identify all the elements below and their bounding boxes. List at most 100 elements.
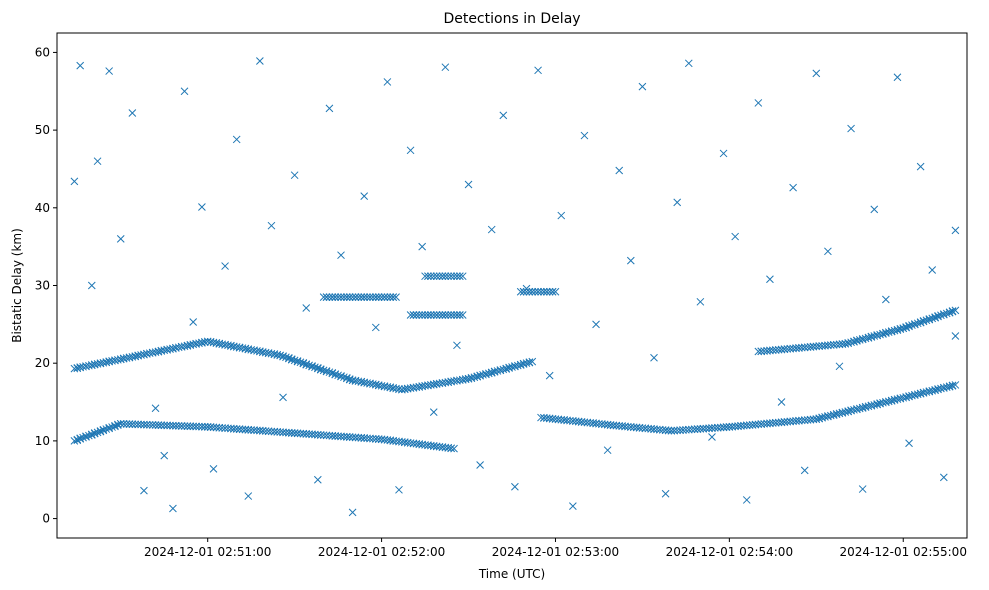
track-point: [815, 414, 824, 423]
track-point: [444, 311, 453, 319]
track-point: [939, 310, 948, 318]
track-point: [125, 420, 134, 428]
track-point: [348, 293, 357, 302]
track-point: [429, 311, 438, 319]
track-point: [453, 272, 461, 281]
track-point: [470, 373, 479, 382]
scatter-point: [198, 203, 206, 211]
scatter-point: [522, 284, 531, 293]
scatter-point: [858, 485, 867, 493]
scatter-point: [70, 177, 79, 186]
track-point: [858, 403, 867, 412]
track-point: [531, 287, 540, 296]
scatter-point: [580, 131, 589, 140]
track-point: [479, 370, 487, 379]
track-point: [218, 424, 227, 432]
track-point: [369, 293, 377, 302]
scatter-point: [673, 198, 682, 207]
track-point: [484, 369, 493, 378]
track-point: [287, 429, 296, 437]
track-point: [171, 421, 180, 430]
track-point: [844, 407, 853, 415]
track-point: [418, 311, 427, 319]
scatter-point: [395, 485, 403, 494]
track-point: [493, 367, 502, 375]
track-point: [890, 326, 899, 335]
track-point: [322, 431, 331, 440]
scatter-point: [151, 404, 160, 413]
track-point: [711, 424, 719, 432]
track-point: [334, 432, 342, 441]
y-tick-label: 10: [35, 434, 50, 448]
track-point: [154, 421, 163, 430]
track-point: [232, 425, 241, 433]
track-point: [931, 385, 939, 394]
scatter-point: [719, 149, 728, 158]
track-point: [870, 332, 879, 340]
scatter-point: [418, 242, 427, 251]
track-point: [383, 293, 392, 302]
track-point: [447, 272, 455, 281]
track-point: [134, 420, 142, 429]
scatter-point: [905, 439, 913, 448]
track-point: [273, 428, 282, 436]
track-point: [537, 287, 545, 296]
track-point: [82, 432, 90, 441]
track-point: [371, 293, 380, 302]
x-tick-label: 2024-12-01 02:55:00: [840, 545, 967, 559]
scatter-point: [592, 320, 600, 329]
track-point: [305, 430, 313, 439]
track-point: [937, 384, 945, 393]
track-point: [200, 337, 209, 346]
track-point: [337, 372, 345, 381]
track-point: [841, 339, 850, 348]
scatter-point: [800, 466, 809, 475]
scatter-point: [951, 226, 960, 235]
x-axis-ticks: 2024-12-01 02:51:00 2024-12-01 02:52:00 20…: [144, 538, 967, 559]
track-point: [908, 391, 916, 400]
track-point: [432, 311, 441, 319]
track-point: [377, 293, 386, 302]
y-tick-label: 60: [35, 45, 50, 59]
track-point: [244, 426, 253, 434]
scatter-point: [232, 135, 241, 144]
scatter-point: [487, 225, 496, 234]
track-point: [913, 390, 922, 399]
scatter-point: [406, 146, 415, 155]
x-tick-label: 2024-12-01 02:52:00: [318, 545, 445, 559]
track-point: [861, 334, 870, 343]
track-point: [206, 423, 215, 432]
scatter-point: [87, 281, 96, 290]
scatter-point: [325, 104, 334, 113]
y-tick-label: 40: [35, 201, 50, 215]
track-point: [137, 420, 145, 429]
track-point: [316, 365, 325, 374]
track-point: [540, 287, 548, 296]
track-point: [340, 293, 348, 302]
y-tick-label: 20: [35, 356, 50, 370]
track-point: [864, 402, 873, 411]
track-point: [708, 424, 716, 432]
track-point: [528, 287, 537, 296]
track-point: [684, 425, 693, 434]
track-point: [679, 426, 687, 434]
scatter-point: [534, 66, 542, 75]
track-point: [551, 287, 560, 296]
track-point: [855, 404, 864, 413]
track-point: [455, 272, 464, 281]
track-point: [719, 423, 728, 432]
track-point: [879, 398, 887, 407]
scatter-point: [569, 502, 577, 510]
track-point: [290, 429, 299, 437]
track-point: [916, 389, 925, 398]
track-point: [545, 287, 554, 296]
track-point: [261, 427, 270, 435]
track-point: [847, 338, 855, 347]
track-point: [145, 420, 154, 429]
scatter-point: [939, 473, 948, 482]
track-point: [453, 311, 461, 319]
track-point: [302, 430, 311, 438]
track-point: [256, 426, 264, 435]
track-point: [313, 430, 322, 439]
